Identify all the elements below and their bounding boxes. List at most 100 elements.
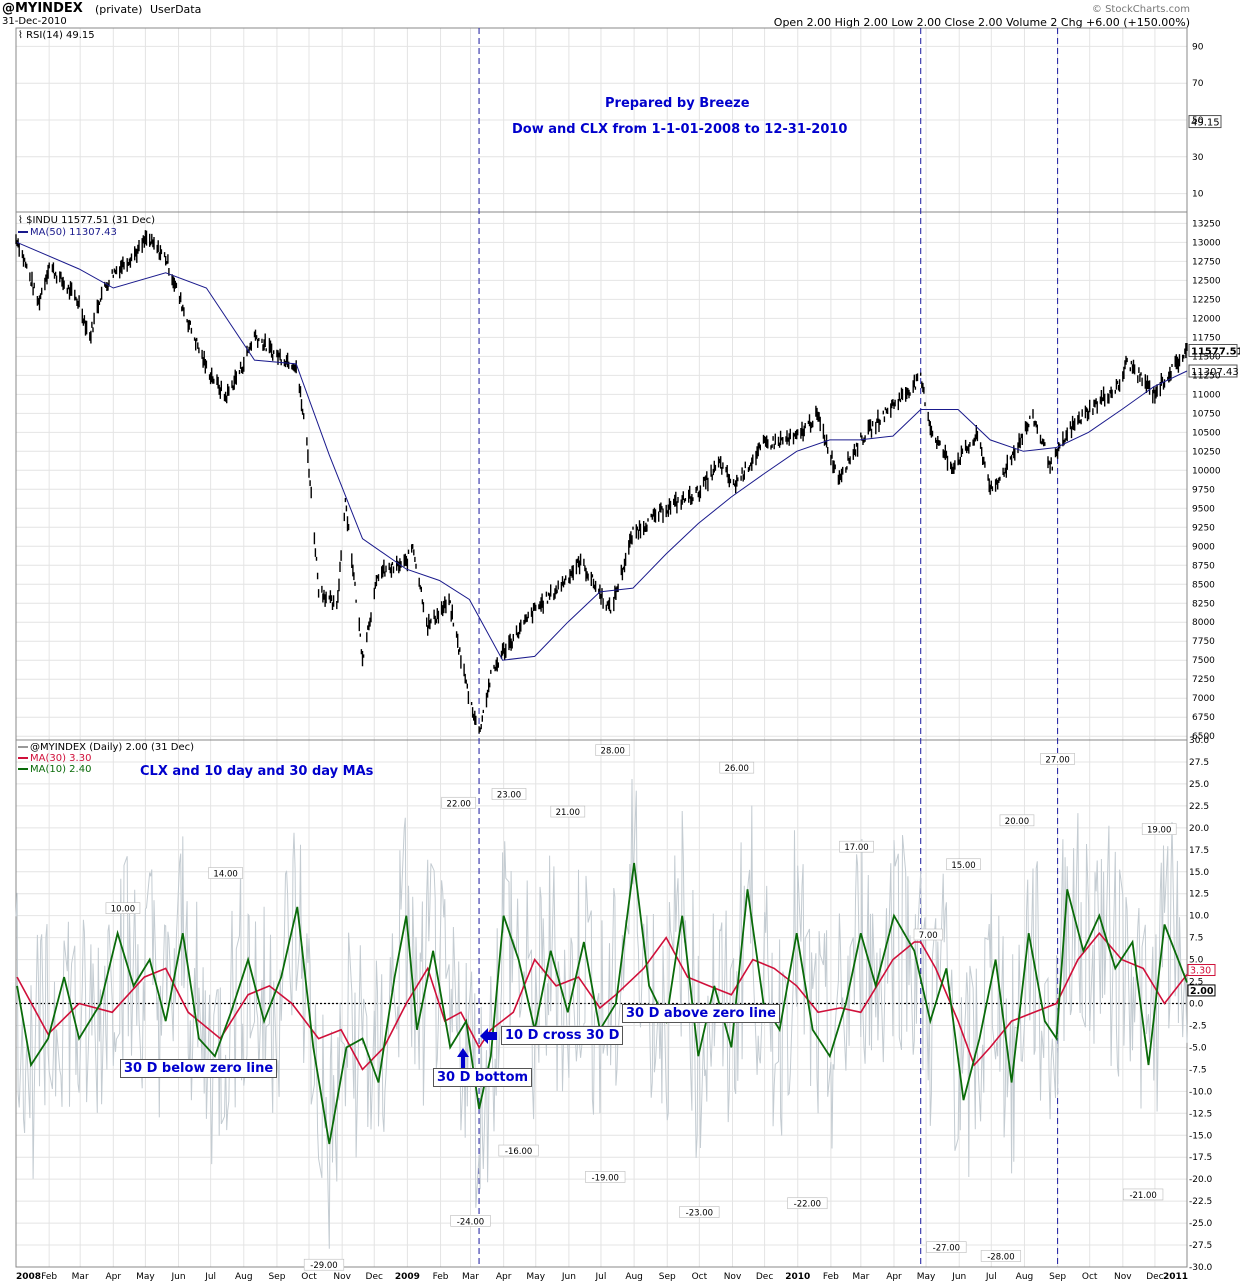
price-tick-label: 12750 — [1192, 257, 1221, 267]
ma10-swatch-icon — [18, 768, 28, 770]
x-tick-label: 2008 — [16, 1272, 41, 1282]
peak-label-box — [498, 1144, 539, 1157]
x-tick-label: Apr — [496, 1272, 512, 1282]
clx-tick-label: 17.5 — [1189, 846, 1209, 856]
peak-label: -28.00 — [987, 1252, 1014, 1262]
peak-label-box — [208, 867, 243, 879]
price-tick-label: 11500 — [1192, 352, 1221, 362]
clx-tick-label: 20.0 — [1189, 824, 1209, 834]
ma30-swatch-icon — [18, 757, 28, 759]
price-value-label: 11307.43 — [1191, 367, 1239, 378]
price-tick-label: 12000 — [1192, 314, 1221, 324]
ma50-line — [16, 241, 1188, 661]
rsi-icon: ⌇ — [18, 30, 23, 41]
x-tick-label: Nov — [333, 1272, 351, 1282]
rsi-tick-label: 70 — [1192, 79, 1204, 89]
price-tick-label: 12500 — [1192, 276, 1221, 286]
clx-value-label: 2.00 — [1190, 986, 1214, 997]
x-tick-label: May — [917, 1272, 936, 1282]
clx-tick-label: -22.5 — [1189, 1197, 1212, 1207]
x-tick-label: Aug — [625, 1272, 643, 1282]
x-tick-label: Feb — [823, 1272, 839, 1282]
clx-tick-label: 2.5 — [1189, 978, 1203, 988]
x-tick-label: May — [136, 1272, 155, 1282]
x-tick-label: Apr — [886, 1272, 902, 1282]
rsi-legend-text: RSI(14) 49.15 — [26, 30, 95, 41]
panel-frame — [15, 211, 1188, 741]
x-tick-label: Sep — [268, 1272, 285, 1282]
annotation-arrows — [457, 1028, 497, 1068]
clx-tick-label: 27.5 — [1189, 758, 1209, 768]
ma10-legend: MA(10) 2.40 — [18, 764, 91, 775]
peak-label: 26.00 — [725, 764, 749, 774]
peak-label-box — [719, 761, 755, 774]
x-tick-label: 2011 — [1163, 1272, 1188, 1282]
x-tick-label: Jun — [561, 1272, 576, 1282]
x-tick-label: Feb — [41, 1272, 57, 1282]
source-label: UserData — [150, 3, 202, 16]
x-tick-label: Feb — [433, 1272, 449, 1282]
x-tick-label: 2009 — [395, 1272, 420, 1282]
peak-label: 22.00 — [447, 799, 471, 809]
x-tick-label: Jul — [985, 1272, 997, 1282]
peak-label: 14.00 — [213, 870, 237, 880]
ma30-line — [16, 931, 1188, 1071]
ohlc-bar-icon: ⌇ — [18, 215, 23, 226]
ma30-legend: MA(30) 3.30 — [18, 753, 91, 764]
ma50-legend-text: MA(50) 11307.43 — [30, 227, 117, 238]
price-tick-label: 10750 — [1192, 409, 1221, 419]
left-arrow-icon — [480, 1028, 497, 1044]
price-tick-label: 6500 — [1192, 732, 1215, 742]
x-tick-label: Sep — [1049, 1272, 1066, 1282]
clx-legend: @MYINDEX (Daily) 2.00 (31 Dec) — [18, 742, 194, 753]
x-tick-label: 2010 — [785, 1272, 810, 1282]
price-tick-label: 8750 — [1192, 561, 1215, 571]
peak-label: 10.00 — [111, 905, 135, 915]
clx-tick-label: -27.5 — [1189, 1241, 1212, 1251]
peak-label: -21.00 — [1129, 1191, 1156, 1201]
price-tick-label: 11000 — [1192, 390, 1221, 400]
price-tick-label: 10500 — [1192, 428, 1221, 438]
peak-label: -19.00 — [592, 1173, 619, 1183]
price-tick-label: 8250 — [1192, 599, 1215, 609]
privacy-label: (private) — [95, 3, 143, 16]
ma50-swatch-icon — [18, 231, 28, 233]
peak-label: 17.00 — [844, 843, 868, 853]
rsi-tick-label: 90 — [1192, 42, 1204, 52]
panel-note: CLX and 10 day and 30 day MAs — [140, 764, 374, 779]
clx-tick-label: -20.0 — [1189, 1175, 1213, 1185]
quote-line: Open 2.00 High 2.00 Low 2.00 Close 2.00 … — [773, 16, 1190, 29]
price-tick-label: 10250 — [1192, 447, 1221, 457]
x-tick-label: Nov — [724, 1272, 742, 1282]
clx-panel: 10.00 14.00 -29.00 22.00 -24.00 23.00 -16.00 21… — [15, 744, 1216, 1271]
x-tick-label: Mar — [852, 1272, 869, 1282]
peak-label: 20.00 — [1005, 817, 1029, 827]
below-zero-callout: 30 D below zero line — [120, 1059, 278, 1078]
ma50-legend: MA(50) 11307.43 — [18, 227, 117, 238]
peak-label: 28.00 — [601, 747, 625, 757]
peak-label-box — [585, 1171, 626, 1183]
rsi-tick-label: 30 — [1192, 153, 1204, 163]
rsi-value-label: 49.15 — [1191, 118, 1220, 129]
x-tick-label: Oct — [301, 1272, 317, 1282]
axis-labels: 2008 Feb Mar Apr May Jun Jul Aug Sep Oct Nov Dec 200… — [16, 42, 1221, 1282]
peak-label-box — [1040, 753, 1075, 765]
peak-label: -27.00 — [933, 1244, 960, 1254]
clx-tick-label: -15.0 — [1189, 1131, 1213, 1141]
price-tick-label: 9000 — [1192, 542, 1215, 552]
chart-date: 31-Dec-2010 — [2, 16, 67, 27]
price-value-box — [1188, 343, 1238, 357]
price-tick-label: 11750 — [1192, 333, 1221, 343]
peak-label-box — [1141, 823, 1177, 835]
peak-label-box — [999, 814, 1035, 827]
peak-label: -24.00 — [457, 1217, 484, 1227]
x-tick-label: Sep — [659, 1272, 676, 1282]
price-tick-label: 12250 — [1192, 295, 1221, 305]
clx-value-label: 3.30 — [1190, 966, 1211, 977]
price-tick-label: 9250 — [1192, 523, 1215, 533]
above-zero-callout: 30 D above zero line — [622, 1004, 780, 1023]
peak-label: -16.00 — [505, 1147, 532, 1157]
clx-swatch-icon — [18, 746, 28, 748]
clx-tick-label: 30.0 — [1189, 736, 1209, 746]
x-tick-label: Oct — [1082, 1272, 1098, 1282]
